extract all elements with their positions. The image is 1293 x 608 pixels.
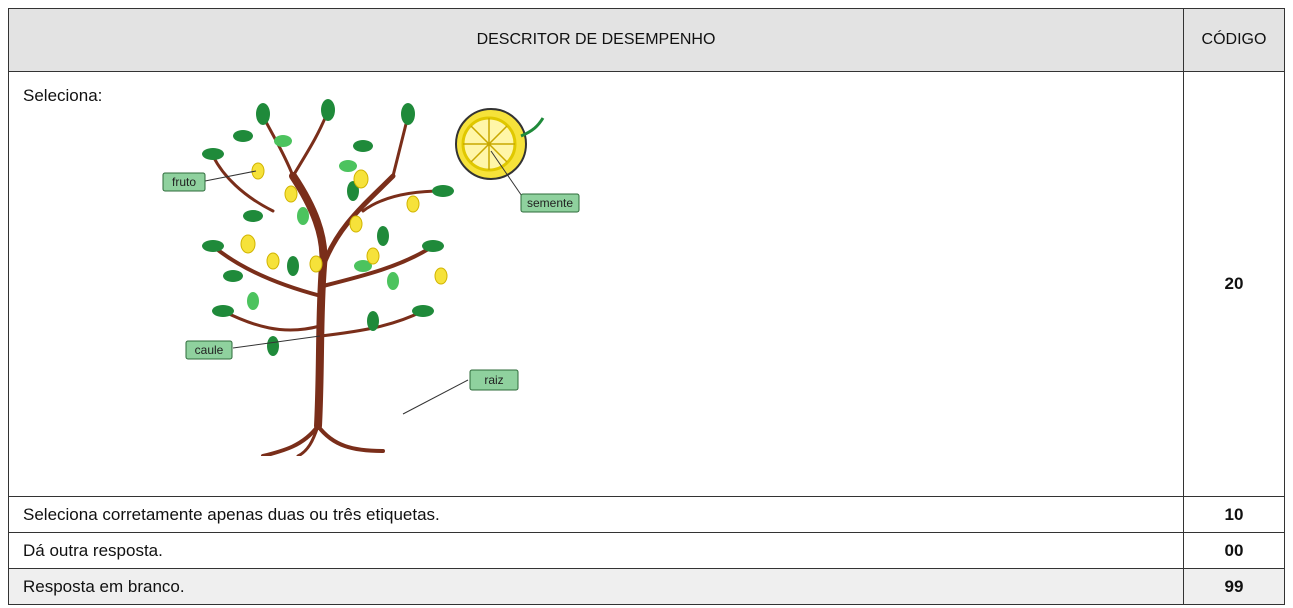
tree-labels: fruto semente caule raiz <box>162 172 580 391</box>
row: Resposta em branco. 99 <box>8 568 1285 605</box>
label-caule: caule <box>195 343 224 357</box>
cell: Dá outra resposta. <box>8 532 1184 569</box>
header-cell: CÓDIGO <box>1183 8 1285 72</box>
code-cell: 10 <box>1183 496 1285 533</box>
code-cell: 20 <box>1183 71 1285 497</box>
code-cell: 99 <box>1183 568 1285 605</box>
code-cell: 00 <box>1183 532 1285 569</box>
cell-text: Seleciona: <box>23 86 103 105</box>
tree-illustration: fruto semente caule raiz <box>162 99 580 456</box>
row: Seleciona: fruto semente caule raiz 20 <box>8 71 1285 497</box>
row: Seleciona corretamente apenas duas ou tr… <box>8 496 1285 533</box>
label-semente: semente <box>527 196 573 210</box>
cell: Seleciona: fruto semente caule raiz <box>8 71 1184 497</box>
header-row: DESCRITOR DE DESEMPENHO CÓDIGO <box>8 8 1285 72</box>
cell: Seleciona corretamente apenas duas ou tr… <box>8 496 1184 533</box>
cell: Resposta em branco. <box>8 568 1184 605</box>
label-raiz: raiz <box>484 373 503 387</box>
label-fruto: fruto <box>172 175 196 189</box>
rubric-table: DESCRITOR DE DESEMPENHO CÓDIGO Seleciona… <box>8 8 1285 605</box>
header-cell: DESCRITOR DE DESEMPENHO <box>8 8 1184 72</box>
row: Dá outra resposta. 00 <box>8 532 1285 569</box>
